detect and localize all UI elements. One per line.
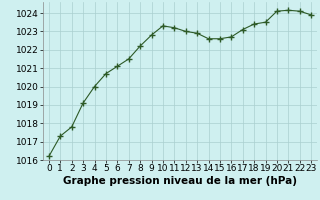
X-axis label: Graphe pression niveau de la mer (hPa): Graphe pression niveau de la mer (hPa) [63,176,297,186]
